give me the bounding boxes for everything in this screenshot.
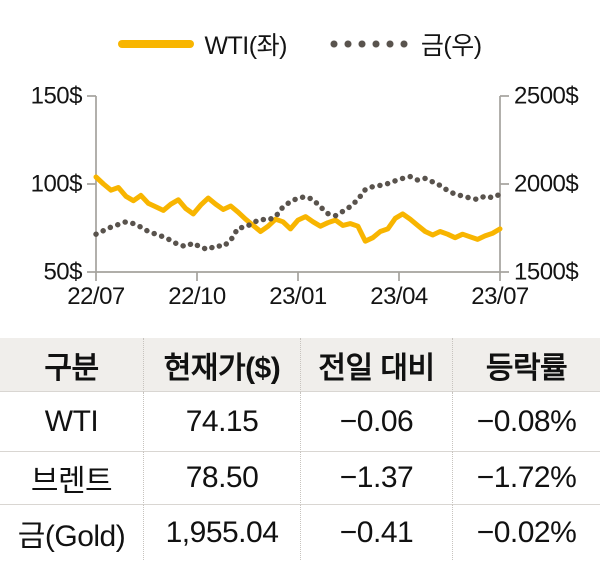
legend-label-gold: 금(우) — [420, 32, 482, 60]
table-row-gold-name: 금(Gold) — [17, 519, 126, 553]
table-header-price: 현재가($) — [143, 338, 300, 392]
table-header-pct: 등락률 — [452, 338, 600, 392]
table-row-gold-pct: −0.02% — [452, 505, 600, 560]
svg-text:50$: 50$ — [43, 258, 82, 285]
table-row-brent-pct: −1.72% — [452, 452, 600, 505]
svg-text:22/07: 22/07 — [67, 283, 125, 310]
price-table: 구분 현재가($) 전일 대비 등락률 WTI 74.15 −0.06 −0.0… — [0, 338, 600, 560]
wti-line-swatch — [118, 40, 195, 48]
table-row-gold-change: −0.41 — [300, 505, 452, 560]
table-row-wti-pct: −0.08% — [452, 392, 600, 452]
svg-text:23/01: 23/01 — [269, 283, 327, 310]
table-row-brent-change: −1.37 — [300, 452, 452, 505]
table-row-brent-price: 78.50 — [143, 452, 300, 505]
table-header-category: 구분 — [0, 338, 143, 392]
svg-text:23/04: 23/04 — [370, 283, 428, 310]
table-row-wti-price: 74.15 — [143, 392, 300, 452]
svg-text:2000$: 2000$ — [514, 170, 578, 197]
wti-gold-line-chart: 150$ 100$ 50$ 2500$ 2000$ 1500$ 22/07 22/10 23/0… — [31, 82, 579, 310]
svg-text:1500$: 1500$ — [514, 258, 578, 285]
chart-legend: WTI(좌) 금(우) — [0, 26, 600, 62]
svg-text:150$: 150$ — [31, 82, 83, 109]
table-row-gold-price: 1,955.04 — [143, 505, 300, 560]
legend-item-wti: WTI(좌) — [118, 26, 287, 62]
svg-text:100$: 100$ — [31, 170, 83, 197]
table-row-wti-change: −0.06 — [300, 392, 452, 452]
legend-item-gold: 금(우) — [326, 26, 482, 62]
gold-dots-swatch — [326, 40, 411, 48]
svg-text:2500$: 2500$ — [514, 82, 578, 109]
svg-text:22/10: 22/10 — [168, 283, 226, 310]
table-header-change: 전일 대비 — [300, 338, 452, 392]
table-row-wti-name: WTI — [0, 392, 143, 452]
legend-label-wti: WTI(좌) — [204, 32, 287, 60]
svg-text:23/07: 23/07 — [471, 283, 529, 310]
table-row-brent-name: 브렌트 — [0, 452, 143, 505]
